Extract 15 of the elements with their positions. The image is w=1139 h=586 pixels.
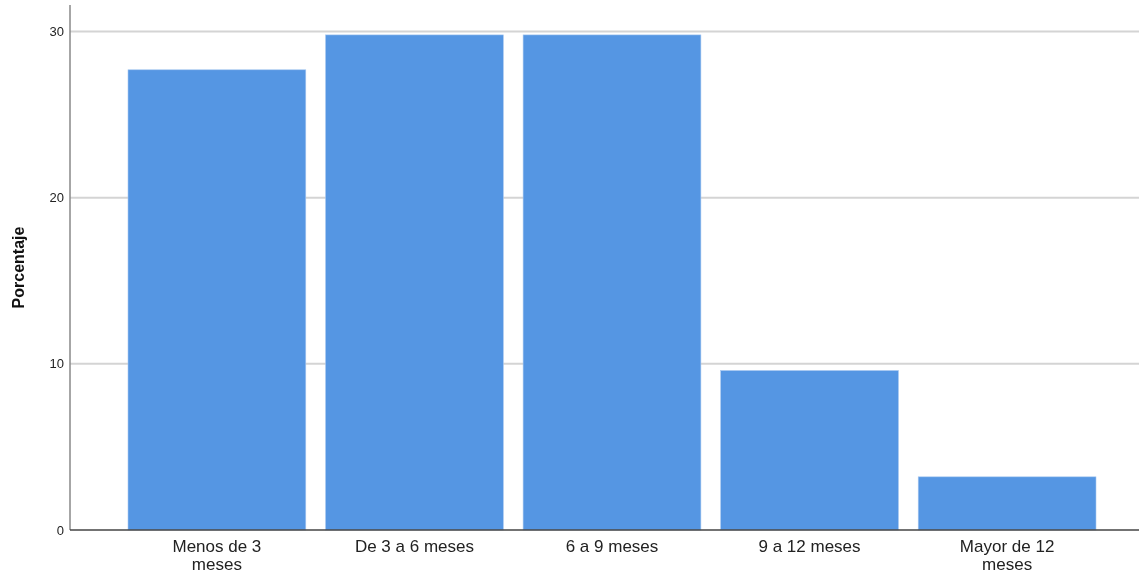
x-tick-label: Mayor de 12 meses	[959, 537, 1055, 574]
x-tick-label: Menos de 3 meses	[172, 537, 262, 574]
x-tick-label: De 3 a 6 meses	[354, 537, 474, 556]
y-tick-label: 20	[49, 190, 64, 206]
bar	[325, 34, 504, 531]
bar	[720, 370, 899, 531]
bar	[127, 69, 307, 531]
x-tick-label: 6 a 9 meses	[565, 537, 659, 556]
y-tick-label: 0	[56, 522, 64, 538]
y-axis-title: Porcentaje	[10, 226, 27, 309]
y-tick-label: 30	[49, 24, 64, 40]
bar	[522, 34, 702, 531]
bar	[917, 476, 1097, 531]
x-tick-label: 9 a 12 meses	[758, 537, 861, 556]
y-tick-label: 10	[49, 356, 64, 372]
